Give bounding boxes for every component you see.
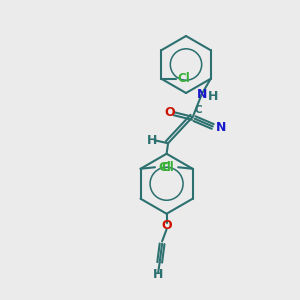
Text: Cl: Cl (159, 161, 171, 174)
Text: Cl: Cl (178, 72, 190, 85)
Text: N: N (196, 88, 207, 101)
Text: H: H (208, 90, 218, 103)
Text: H: H (153, 268, 164, 281)
Text: O: O (161, 219, 172, 232)
Text: N: N (216, 121, 226, 134)
Text: C: C (194, 105, 202, 115)
Text: Cl: Cl (162, 161, 175, 174)
Text: H: H (146, 134, 157, 147)
Text: O: O (164, 106, 175, 119)
